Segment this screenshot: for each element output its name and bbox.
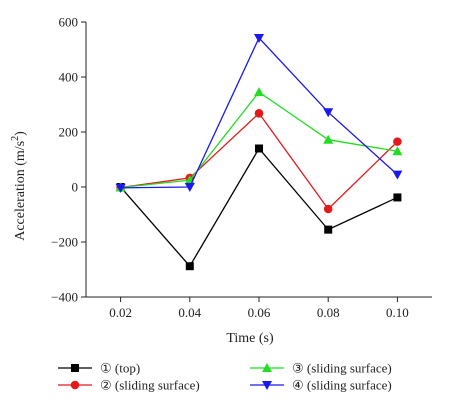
- y-tick-label: 200: [59, 125, 79, 140]
- series-1-point: [255, 144, 263, 153]
- legend-item-4: ④ (sliding surface): [250, 378, 392, 393]
- series-3-point: [323, 134, 334, 144]
- y-tick-label: −200: [51, 235, 78, 250]
- series-1-point: [185, 262, 194, 271]
- legend-swatch-marker: [71, 364, 79, 372]
- legend-label: ① (top): [100, 361, 140, 376]
- legend: ① (top) ② (sliding surface) ③ (sliding sur…: [58, 361, 392, 393]
- series-3-point: [392, 146, 403, 156]
- legend-item-2: ② (sliding surface): [58, 378, 200, 393]
- x-tick-label: 0.06: [248, 305, 271, 320]
- legend-swatch-marker: [262, 381, 272, 390]
- series-4-point: [392, 170, 403, 180]
- series-2-point: [254, 109, 264, 118]
- legend-item-1: ① (top): [58, 361, 140, 376]
- y-tick-label: 400: [59, 70, 79, 85]
- x-tick-label: 0.08: [317, 305, 340, 320]
- series-3-line: [120, 91, 398, 189]
- series-4-point: [184, 183, 195, 192]
- series-2-line: [120, 112, 398, 210]
- y-tick-label: 600: [59, 15, 79, 30]
- legend-label: ③ (sliding surface): [292, 361, 392, 376]
- y-axis-title-main: Acceleration (m/s: [13, 141, 28, 241]
- series-2: [116, 109, 402, 214]
- series-layer: [115, 33, 403, 271]
- series-4-point: [323, 108, 334, 118]
- y-axis-title-close: ): [13, 131, 28, 136]
- series-4-point: [115, 183, 126, 193]
- legend-label: ④ (sliding surface): [292, 378, 392, 393]
- y-tick-label: 0: [72, 180, 79, 195]
- legend-swatch-marker: [70, 380, 80, 390]
- legend-label: ② (sliding surface): [100, 378, 200, 393]
- series-3-point: [254, 87, 264, 97]
- series-4-point: [254, 33, 264, 43]
- axis-ticks: −400 −200 0 200 400 600 0.02 0.04 0.06 0.08 0.10: [51, 15, 409, 321]
- legend-item-3: ③ (sliding surface): [250, 361, 392, 376]
- series-1-point: [393, 193, 402, 202]
- y-tick-label: −400: [51, 290, 78, 305]
- legend-swatch-marker: [262, 363, 272, 372]
- x-tick-label: 0.02: [109, 305, 132, 320]
- series-1-line: [120, 147, 398, 268]
- series-4: [115, 33, 403, 193]
- series-2-point: [323, 204, 333, 214]
- x-axis-title: Time (s): [226, 331, 274, 346]
- series-3: [115, 87, 403, 192]
- series-1: [116, 144, 402, 271]
- series-1-point: [324, 225, 333, 234]
- y-axis-title: Acceleration (m/s2): [10, 131, 28, 241]
- series-2-point: [393, 137, 402, 146]
- x-tick-label: 0.04: [178, 305, 201, 320]
- y-axis-title-exponent: 2: [10, 136, 21, 141]
- x-tick-label: 0.10: [386, 305, 409, 320]
